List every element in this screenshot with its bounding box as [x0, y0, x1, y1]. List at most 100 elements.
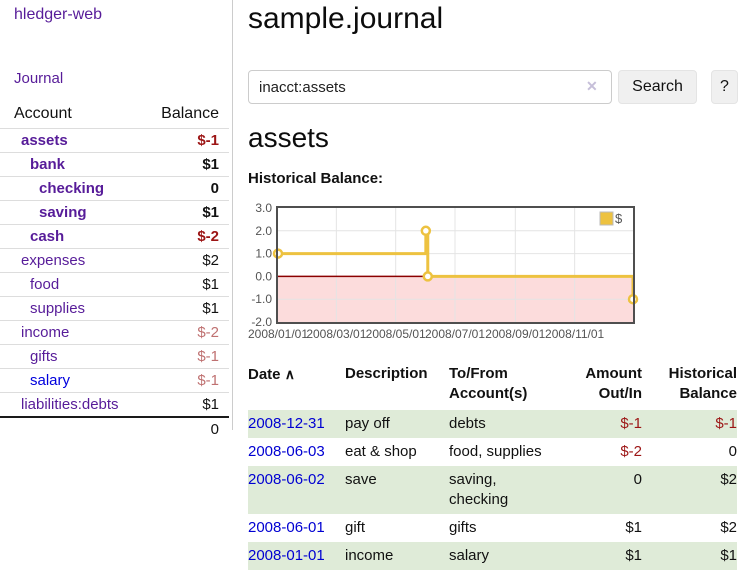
account-link-cash[interactable]: cash: [30, 228, 64, 245]
svg-text:2008/05/01: 2008/05/01: [366, 327, 426, 341]
account-row: cash $-2: [0, 225, 229, 249]
transaction-row: 2008-06-03 eat & shop food, supplies $-2…: [248, 438, 737, 466]
svg-text:2008/11/01: 2008/11/01: [545, 327, 604, 341]
sort-ascending-icon: ∧: [285, 366, 295, 382]
register-table: Date ∧ Description To/From Account(s) Am…: [248, 362, 737, 570]
account-link-expenses[interactable]: expenses: [21, 252, 85, 269]
svg-text:2008/07/01: 2008/07/01: [425, 327, 485, 341]
account-balance: $1: [146, 297, 229, 321]
transaction-row: 2008-12-31 pay off debts $-1 $-1: [248, 410, 737, 438]
transaction-date-link[interactable]: 2008-06-02: [248, 471, 325, 488]
account-balance: $1: [146, 153, 229, 177]
section-title: assets: [248, 122, 329, 154]
transaction-date-link[interactable]: 2008-12-31: [248, 415, 325, 432]
account-row: bank $1: [0, 153, 229, 177]
clear-search-icon[interactable]: ✕: [586, 78, 598, 95]
svg-text:-1.0: -1.0: [251, 292, 272, 306]
date-header-label: Date: [248, 366, 281, 383]
date-column-header[interactable]: Date ∧: [248, 362, 345, 410]
account-row: liabilities:debts $1: [0, 393, 229, 418]
account-row: income $-2: [0, 321, 229, 345]
account-row: expenses $2: [0, 249, 229, 273]
balance-chart: $3.02.01.00.0-1.0-2.02008/01/012008/03/0…: [246, 195, 742, 347]
transaction-balance: $1: [642, 542, 737, 570]
account-balance: $2: [146, 249, 229, 273]
account-row: gifts $-1: [0, 345, 229, 369]
transaction-amount: 0: [559, 466, 642, 514]
account-link-food[interactable]: food: [30, 276, 59, 293]
register-header-row: Date ∧ Description To/From Account(s) Am…: [248, 362, 737, 410]
transaction-row: 2008-01-01 income salary $1 $1: [248, 542, 737, 570]
sidebar-divider: [232, 0, 233, 430]
svg-text:1.0: 1.0: [255, 247, 272, 261]
account-balance: $1: [146, 393, 229, 418]
account-row: supplies $1: [0, 297, 229, 321]
transaction-date-link[interactable]: 2008-01-01: [248, 547, 325, 564]
accounts-total-value: 0: [146, 417, 229, 441]
search-input[interactable]: [248, 70, 612, 104]
balance-column-header: Historical Balance: [642, 362, 737, 410]
transaction-description: save: [345, 466, 449, 514]
transaction-amount: $-2: [559, 438, 642, 466]
account-link-saving[interactable]: saving: [39, 204, 87, 221]
svg-text:2.0: 2.0: [255, 224, 272, 238]
accounts-column-header: To/From Account(s): [449, 362, 559, 410]
page-title: sample.journal: [248, 0, 443, 38]
transaction-balance: $2: [642, 514, 737, 542]
transaction-date-link[interactable]: 2008-06-01: [248, 519, 325, 536]
account-row: checking 0: [0, 177, 229, 201]
transaction-accounts: food, supplies: [449, 438, 559, 466]
account-row: assets $-1: [0, 129, 229, 153]
search-button[interactable]: Search: [618, 70, 697, 104]
account-link-salary[interactable]: salary: [30, 372, 70, 389]
transaction-accounts: saving, checking: [449, 466, 559, 514]
account-column-header: Account: [0, 101, 146, 129]
transaction-amount: $1: [559, 514, 642, 542]
svg-text:2008/09/01: 2008/09/01: [485, 327, 545, 341]
transaction-balance: $2: [642, 466, 737, 514]
account-link-gifts[interactable]: gifts: [30, 348, 58, 365]
description-column-header: Description: [345, 362, 449, 410]
account-row: saving $1: [0, 201, 229, 225]
transaction-accounts: gifts: [449, 514, 559, 542]
svg-text:$: $: [615, 211, 623, 226]
svg-text:0.0: 0.0: [255, 269, 272, 283]
sidebar-item-journal[interactable]: Journal: [14, 70, 63, 87]
transaction-description: income: [345, 542, 449, 570]
accounts-total-row: 0: [0, 417, 229, 441]
help-button[interactable]: ?: [711, 70, 738, 104]
account-balance: $-2: [146, 225, 229, 249]
account-link-liabilities-debts[interactable]: liabilities:debts: [21, 396, 119, 413]
svg-text:2008/01/01: 2008/01/01: [248, 327, 308, 341]
account-link-income[interactable]: income: [21, 324, 69, 341]
account-balance: $-1: [146, 369, 229, 393]
transaction-description: eat & shop: [345, 438, 449, 466]
accounts-table-header: Account Balance: [0, 101, 229, 129]
account-balance: $-2: [146, 321, 229, 345]
account-link-supplies[interactable]: supplies: [30, 300, 85, 317]
account-row: salary $-1: [0, 369, 229, 393]
chart-title: Historical Balance:: [248, 170, 383, 187]
transaction-balance: $-1: [642, 410, 737, 438]
transaction-accounts: salary: [449, 542, 559, 570]
transaction-balance: 0: [642, 438, 737, 466]
accounts-balance-table: Account Balance assets $-1 bank $1 check…: [0, 101, 229, 441]
account-row: food $1: [0, 273, 229, 297]
transaction-description: pay off: [345, 410, 449, 438]
account-balance: $-1: [146, 129, 229, 153]
transaction-amount: $-1: [559, 410, 642, 438]
search-form: ✕ Search ?: [248, 70, 742, 104]
app-brand-link[interactable]: hledger-web: [14, 6, 102, 24]
balance-column-header: Balance: [146, 101, 229, 129]
account-link-assets[interactable]: assets: [21, 132, 68, 149]
account-link-checking[interactable]: checking: [39, 180, 104, 197]
account-balance: $1: [146, 201, 229, 225]
account-link-bank[interactable]: bank: [30, 156, 65, 173]
svg-text:3.0: 3.0: [255, 201, 272, 215]
amount-column-header: Amount Out/In: [559, 362, 642, 410]
transaction-date-link[interactable]: 2008-06-03: [248, 443, 325, 460]
transaction-amount: $1: [559, 542, 642, 570]
transaction-row: 2008-06-01 gift gifts $1 $2: [248, 514, 737, 542]
account-balance: 0: [146, 177, 229, 201]
transaction-row: 2008-06-02 save saving, checking 0 $2: [248, 466, 737, 514]
